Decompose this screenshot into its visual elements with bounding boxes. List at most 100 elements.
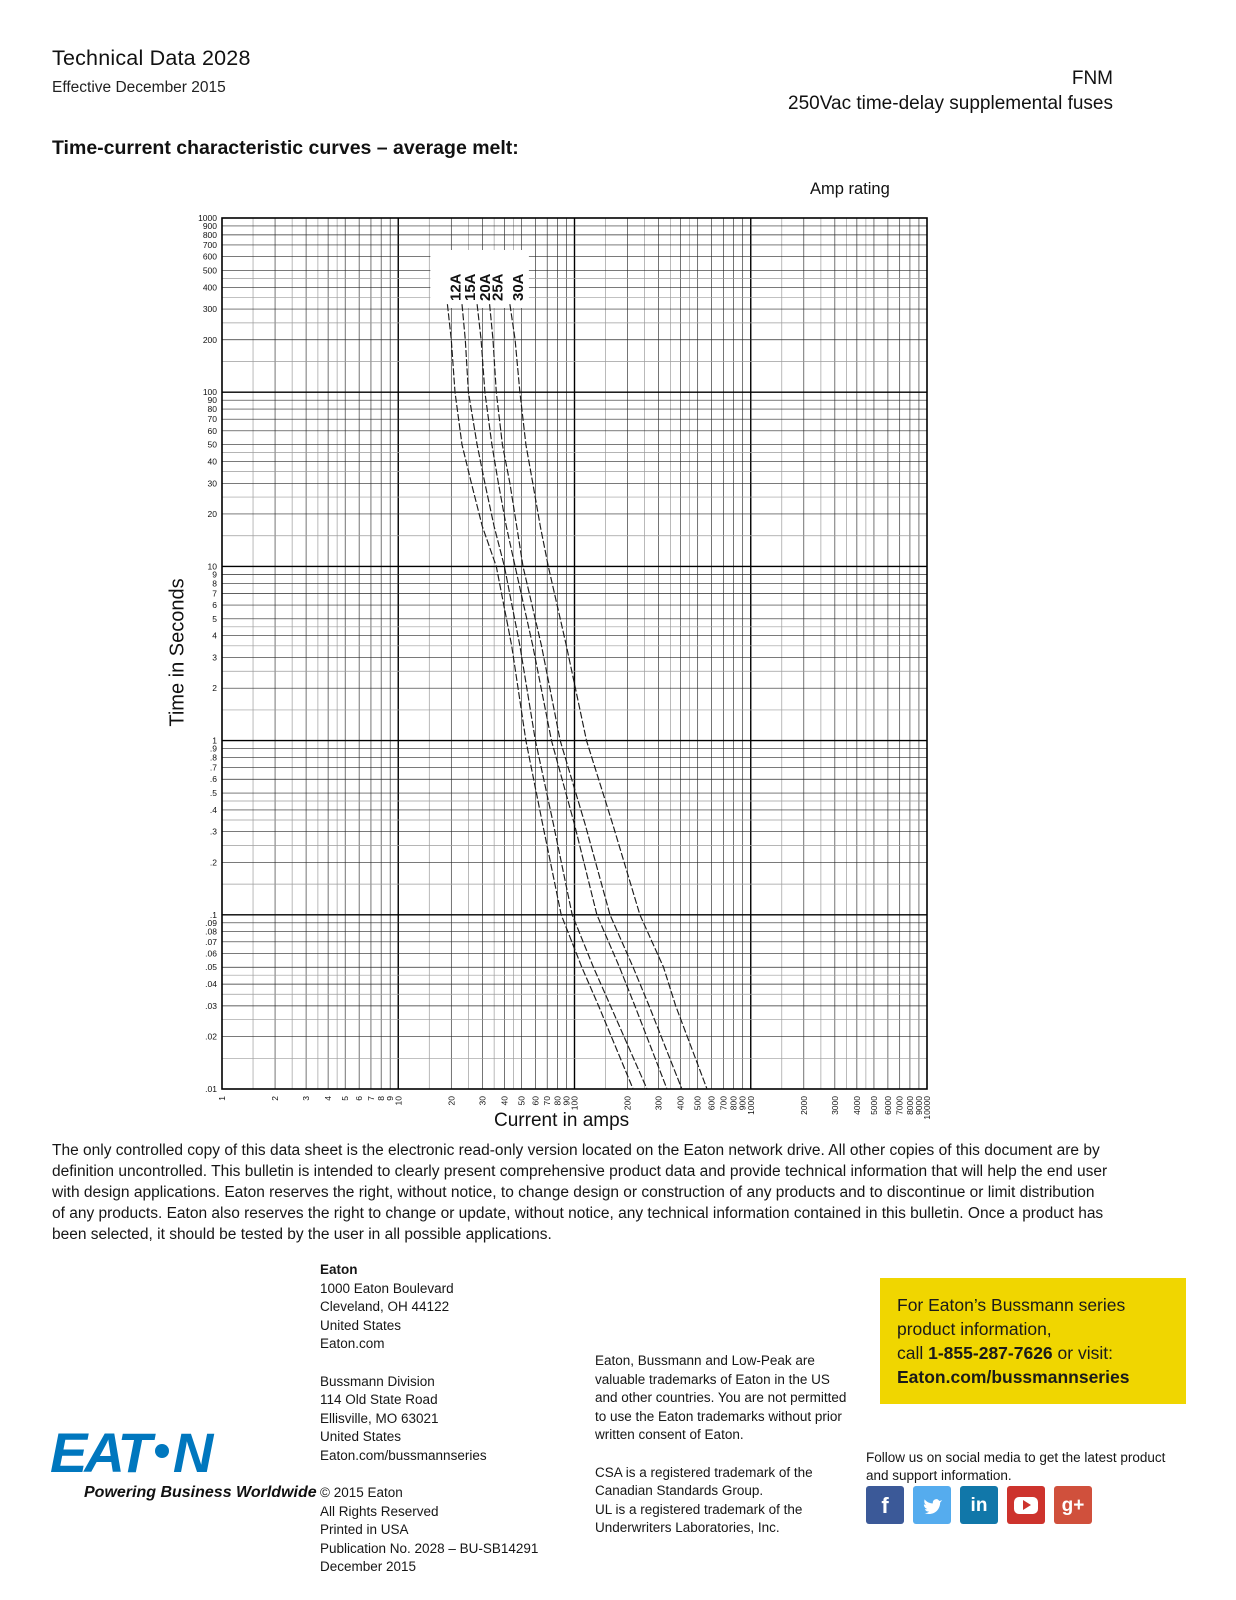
product-series: FNM xyxy=(1071,68,1113,89)
y-tick-label: .03 xyxy=(205,1001,217,1011)
trademark-notice: Eaton, Bussmann and Low-Peak are valuabl… xyxy=(595,1353,847,1442)
x-tick-label: 600 xyxy=(707,1096,717,1110)
x-tick-label: 20 xyxy=(446,1096,456,1106)
x-tick-label: 2 xyxy=(270,1096,280,1101)
twitter-icon xyxy=(913,1486,951,1524)
website-text: Eaton.com xyxy=(320,1336,385,1351)
x-tick-label: 400 xyxy=(676,1096,686,1110)
y-tick-label: 900 xyxy=(203,221,217,231)
x-tick-label: 40 xyxy=(499,1096,509,1106)
promo-text: call xyxy=(897,1343,929,1363)
youtube-play-shape xyxy=(1014,1496,1038,1514)
y-tick-label: .9 xyxy=(210,744,217,754)
youtube-icon xyxy=(1007,1486,1045,1524)
promo-line: product information, xyxy=(897,1319,1052,1339)
y-tick-label: 90 xyxy=(208,395,218,405)
curve-12A xyxy=(446,304,634,1090)
y-tick-label: 1 xyxy=(212,736,217,746)
x-tick-label: 500 xyxy=(693,1096,703,1110)
y-tick-label: 6 xyxy=(212,600,217,610)
x-tick-label: 8000 xyxy=(905,1096,915,1115)
x-tick-label: 30 xyxy=(477,1096,487,1106)
y-tick-label: 60 xyxy=(208,426,218,436)
product-header: FNM 250Vac time-delay supplemental fuses xyxy=(788,66,1113,116)
x-tick-label: 700 xyxy=(718,1096,728,1110)
y-tick-label: .01 xyxy=(205,1084,217,1094)
y-tick-label: .5 xyxy=(210,788,217,798)
y-tick-label: 80 xyxy=(208,404,218,414)
x-tick-label: 10 xyxy=(393,1096,403,1106)
facebook-glyph: f xyxy=(881,1493,889,1518)
y-tick-label: 9 xyxy=(212,569,217,579)
y-tick-label: .02 xyxy=(205,1032,217,1042)
footer-trademark-column: Eaton, Bussmann and Low-Peak are valuabl… xyxy=(595,1352,853,1557)
address-line: 1000 Eaton Boulevard xyxy=(320,1280,454,1296)
y-tick-label: 1000 xyxy=(198,213,217,223)
x-tick-label: 6000 xyxy=(883,1096,893,1115)
x-tick-label: 8 xyxy=(376,1096,386,1101)
x-tick-label: 1 xyxy=(217,1096,227,1101)
curve-label-15A: 15A xyxy=(462,273,479,301)
curve-15A xyxy=(461,304,648,1090)
social-prompt: Follow us on social media to get the lat… xyxy=(866,1450,1166,1483)
footer-address-column: Eaton 1000 Eaton Boulevard Cleveland, OH… xyxy=(320,1261,538,1596)
division-address: Bussmann Division 114 Old State Road Ell… xyxy=(320,1373,538,1466)
x-tick-label: 9000 xyxy=(914,1096,924,1115)
amp-rating-label: Amp rating xyxy=(810,180,890,198)
logo-letters-right: N xyxy=(172,1421,213,1484)
x-tick-label: 80 xyxy=(552,1096,562,1106)
promo-line: For Eaton’s Bussmann series xyxy=(897,1295,1126,1315)
curve-25A xyxy=(489,304,683,1090)
social-icons-row: f in g+ xyxy=(866,1486,1092,1524)
x-tick-label: 90 xyxy=(561,1096,571,1106)
x-tick-label: 3 xyxy=(301,1096,311,1101)
y-tick-label: 8 xyxy=(212,578,217,588)
x-tick-label: 3000 xyxy=(830,1096,840,1115)
y-tick-label: .05 xyxy=(205,962,217,972)
registered-trademark-notice: CSA is a registered trademark of the Can… xyxy=(595,1464,853,1538)
x-tick-label: 200 xyxy=(623,1096,633,1110)
x-tick-label: 100 xyxy=(570,1096,580,1110)
logo-dot xyxy=(154,1444,169,1458)
x-tick-label: 60 xyxy=(530,1096,540,1106)
google-plus-glyph: g+ xyxy=(1061,1495,1085,1516)
curve-label-25A: 25A xyxy=(490,273,507,301)
address-line: United States xyxy=(320,1429,402,1444)
address-line: United States xyxy=(320,1317,402,1333)
y-tick-label: 500 xyxy=(203,265,217,275)
publication-number: Publication No. 2028 – BU-SB14291 xyxy=(320,1540,539,1556)
y-tick-label: .6 xyxy=(210,774,217,784)
y-axis-title: Time in Seconds xyxy=(166,578,189,727)
y-tick-label: 3 xyxy=(212,652,217,662)
promo-box: For Eaton’s Bussmann series product info… xyxy=(880,1278,1186,1404)
eaton-tagline: Powering Business Worldwide xyxy=(84,1484,317,1501)
phone-number: 1-855-287-7626 xyxy=(928,1343,1053,1363)
linkedin-glyph: in xyxy=(970,1495,988,1516)
copyright-block: © 2015 Eaton All Rights Reserved Printed… xyxy=(320,1484,538,1577)
x-tick-label: 7 xyxy=(366,1096,376,1101)
x-tick-label: 300 xyxy=(654,1096,664,1110)
y-tick-label: 400 xyxy=(203,282,217,292)
address-line: 114 Old State Road xyxy=(320,1392,438,1407)
y-tick-label: .2 xyxy=(210,857,217,867)
x-tick-label: 5000 xyxy=(869,1096,879,1115)
google-plus-icon: g+ xyxy=(1054,1486,1092,1524)
x-tick-label: 4000 xyxy=(852,1096,862,1115)
curve-label-20A: 20A xyxy=(477,273,494,301)
facebook-icon: f xyxy=(866,1486,904,1524)
x-tick-label: 10000 xyxy=(922,1096,932,1120)
company-name: Eaton xyxy=(320,1262,358,1277)
promo-call-line: call 1-855-287-7626 or visit: xyxy=(897,1341,1176,1365)
curve-20A xyxy=(476,304,668,1090)
y-tick-label: 600 xyxy=(203,252,217,262)
address-line: Ellisville, MO 63021 xyxy=(320,1410,439,1426)
linkedin-icon: in xyxy=(960,1486,998,1524)
copyright-line: © 2015 Eaton xyxy=(320,1485,403,1500)
y-tick-label: 100 xyxy=(203,387,217,397)
y-tick-label: 200 xyxy=(203,335,217,345)
disclaimer-paragraph: The only controlled copy of this data sh… xyxy=(52,1142,1108,1243)
curve-label-30A: 30A xyxy=(510,273,527,301)
curve-30A xyxy=(509,304,708,1090)
eaton-logo-word: EAT N xyxy=(50,1424,317,1482)
x-tick-label: 1000 xyxy=(746,1096,756,1115)
